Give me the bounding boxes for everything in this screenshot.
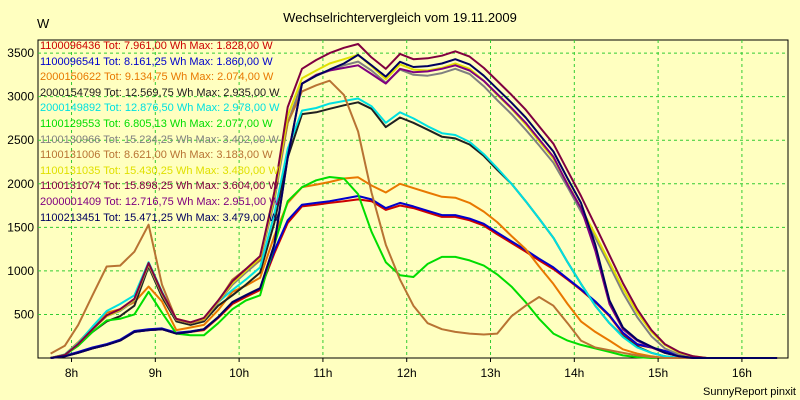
legend-item-8: 1100131006 Tot: 8.621,00 Wh Max: 3.183,0… bbox=[40, 149, 273, 162]
y-axis-unit: W bbox=[37, 16, 50, 31]
x-tick-label: 14h bbox=[564, 366, 584, 380]
chart-title: Wechselrichtervergleich vom 19.11.2009 bbox=[283, 10, 517, 25]
legend-item-5: 2000149892 Tot: 12.876,50 Wh Max: 2.978,… bbox=[40, 102, 280, 115]
y-tick-label: 1500 bbox=[7, 220, 34, 234]
series-line-12 bbox=[50, 53, 778, 359]
y-tick-label: 500 bbox=[14, 307, 34, 321]
y-tick-label: 3000 bbox=[7, 90, 34, 104]
legend-item-2: 1100096541 Tot: 8.161,25 Wh Max: 1.860,0… bbox=[40, 55, 273, 68]
legend-item-11: 2000001409 Tot: 12.716,75 Wh Max: 2.951,… bbox=[40, 196, 280, 208]
x-axis-ticks: 8h 9h 10h 11h 12h 13h 14h 15h 16h bbox=[65, 358, 752, 380]
x-tick-label: 9h bbox=[149, 366, 162, 380]
y-tick-label: 1000 bbox=[7, 264, 34, 278]
legend-item-10: 1100131074 Tot: 15.898,25 Wh Max: 3.604,… bbox=[40, 180, 279, 193]
legend-item-7: 1100130966 Tot: 15.234,25 Wh Max: 3.402,… bbox=[40, 133, 279, 146]
legend-item-3: 2000150622 Tot: 9.134,75 Wh Max: 2.074,0… bbox=[40, 71, 274, 84]
y-axis-ticks: 500 1000 1500 2000 2500 3000 3500 bbox=[7, 46, 34, 321]
x-tick-label: 10h bbox=[229, 366, 249, 380]
y-tick-label: 2000 bbox=[7, 177, 34, 191]
legend-item-6: 1100129553 Tot: 6.805,13 Wh Max: 2.077,0… bbox=[40, 118, 273, 130]
legend-item-1: 1100096436 Tot: 7.961,00 Wh Max: 1.828,0… bbox=[40, 40, 273, 52]
x-tick-label: 13h bbox=[480, 366, 500, 380]
y-tick-label: 2500 bbox=[7, 133, 34, 147]
footer-credit: SunnyReport pinxit bbox=[703, 386, 796, 398]
legend-item-9: 1100131035 Tot: 15.430,25 Wh Max: 3.480,… bbox=[40, 164, 279, 177]
x-tick-label: 16h bbox=[732, 366, 752, 380]
x-tick-label: 8h bbox=[65, 366, 78, 380]
x-tick-label: 15h bbox=[648, 366, 668, 380]
legend-item-4: 2000154799 Tot: 12.569,75 Wh Max: 2.935,… bbox=[40, 86, 280, 99]
x-tick-label: 12h bbox=[397, 366, 417, 380]
x-tick-label: 11h bbox=[313, 366, 332, 380]
series-lines bbox=[50, 43, 778, 359]
legend-item-12: 1100213451 Tot: 15.471,25 Wh Max: 3.479,… bbox=[40, 211, 279, 224]
y-tick-label: 3500 bbox=[7, 46, 34, 60]
series-line-10 bbox=[50, 43, 778, 359]
